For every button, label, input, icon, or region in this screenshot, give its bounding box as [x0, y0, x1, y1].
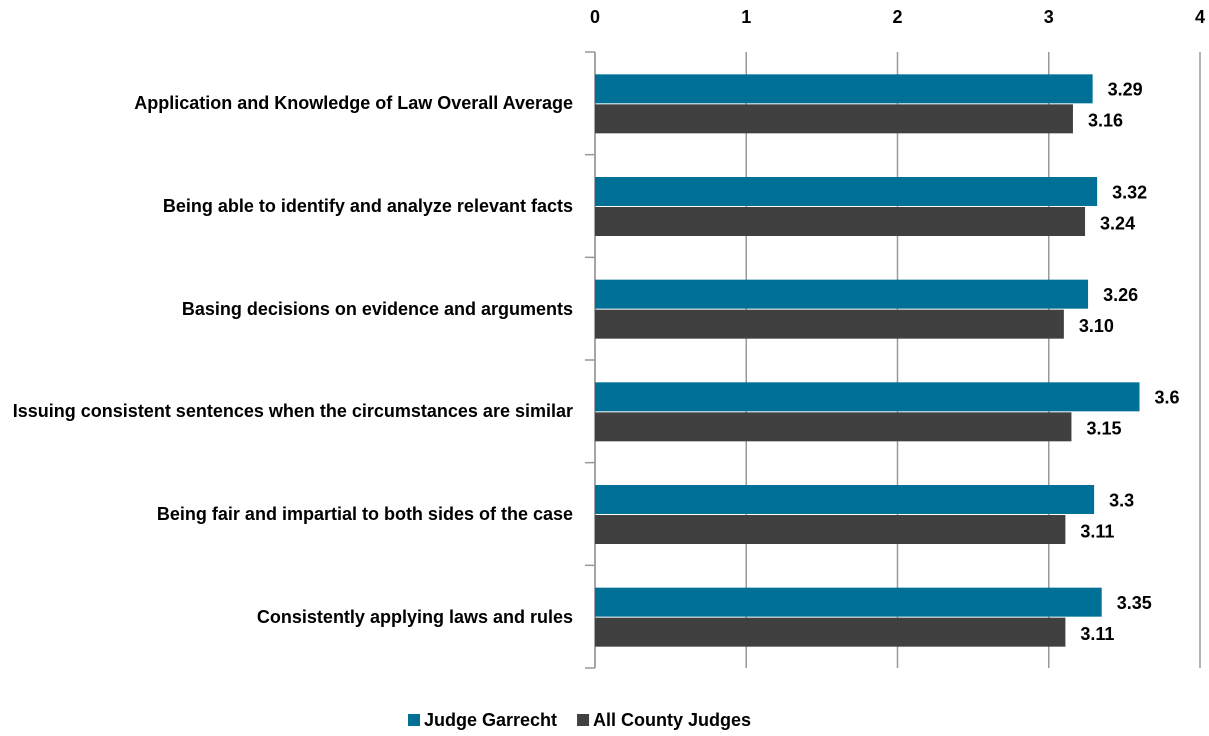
data-label: 3.26 [1103, 285, 1138, 305]
data-label: 3.10 [1079, 316, 1114, 336]
category-label: Being able to identify and analyze relev… [0, 194, 573, 218]
category-label: Consistently applying laws and rules [0, 605, 573, 629]
category-label: Application and Knowledge of Law Overall… [0, 91, 573, 115]
legend-swatch [408, 714, 420, 726]
x-tick-label: 3 [1044, 7, 1054, 27]
x-tick-label: 1 [741, 7, 751, 27]
category-label: Being fair and impartial to both sides o… [0, 502, 573, 526]
data-label: 3.35 [1117, 593, 1152, 613]
category-text: Application and Knowledge of Law Overall… [134, 93, 573, 114]
x-tick-label: 4 [1195, 7, 1205, 27]
data-label: 3.29 [1108, 80, 1143, 100]
legend-swatch [577, 714, 590, 726]
data-label: 3.6 [1155, 388, 1180, 408]
bar [595, 177, 1098, 206]
category-text: Consistently applying laws and rules [256, 606, 573, 627]
category-label: Issuing consistent sentences when the ci… [0, 399, 573, 423]
bar [595, 485, 1095, 514]
category-label: Basing decisions on evidence and argumen… [0, 297, 573, 321]
data-label: 3.16 [1088, 111, 1123, 131]
legend-label: Judge Garrecht [424, 710, 557, 730]
x-tick-label: 2 [892, 7, 902, 27]
bar [595, 412, 1072, 442]
bar [595, 515, 1066, 544]
data-label: 3.32 [1112, 182, 1147, 202]
bar [595, 104, 1073, 134]
data-label: 3.24 [1100, 213, 1135, 233]
bar [595, 309, 1064, 339]
bar [595, 382, 1140, 412]
bar [595, 74, 1093, 104]
bar [595, 587, 1102, 617]
data-label: 3.11 [1080, 521, 1114, 541]
data-label: 3.3 [1109, 490, 1134, 510]
data-label: 3.11 [1080, 624, 1114, 644]
category-text: Issuing consistent sentences when the ci… [12, 401, 573, 422]
legend-label: All County Judges [593, 710, 751, 730]
category-text: Being fair and impartial to both sides o… [156, 504, 573, 524]
data-label: 3.15 [1086, 419, 1121, 439]
category-text: Basing decisions on evidence and argumen… [181, 298, 573, 319]
bar [595, 207, 1086, 236]
x-tick-label: 0 [590, 7, 600, 27]
bar [595, 617, 1066, 647]
bar [595, 279, 1089, 309]
category-text: Being able to identify and analyze relev… [162, 196, 573, 216]
